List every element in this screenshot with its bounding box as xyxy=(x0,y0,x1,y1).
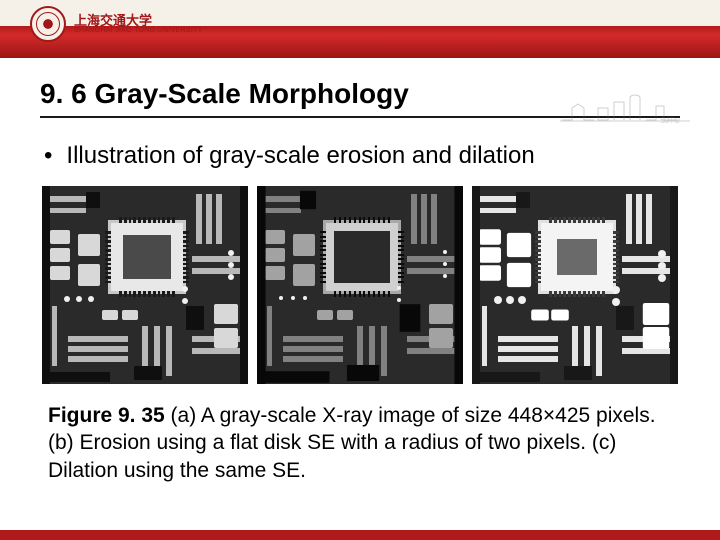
bullet-dot-icon: • xyxy=(44,142,52,170)
footer-bar xyxy=(0,530,720,540)
logo-seal-icon xyxy=(30,6,66,42)
caption-label: Figure 9. 35 xyxy=(48,404,165,427)
header-banner: 上海交通大学 SHANGHAI JIAO TONG UNIVERSITY xyxy=(0,0,720,58)
university-name-en: SHANGHAI JIAO TONG UNIVERSITY xyxy=(74,27,203,34)
figure-panel-c xyxy=(472,186,678,384)
figure-panel-a xyxy=(42,186,248,384)
university-name-cn: 上海交通大学 xyxy=(74,14,203,27)
bullet-item: • Illustration of gray-scale erosion and… xyxy=(0,118,720,180)
figure-caption: Figure 9. 35 (a) A gray-scale X-ray imag… xyxy=(0,388,720,484)
university-logo: 上海交通大学 SHANGHAI JIAO TONG UNIVERSITY xyxy=(30,6,203,42)
figure-panel-b xyxy=(257,186,463,384)
bullet-text: Illustration of gray-scale erosion and d… xyxy=(66,142,534,170)
watermark-skyline-icon: SJTU xyxy=(560,90,690,125)
figure-row xyxy=(0,180,720,388)
